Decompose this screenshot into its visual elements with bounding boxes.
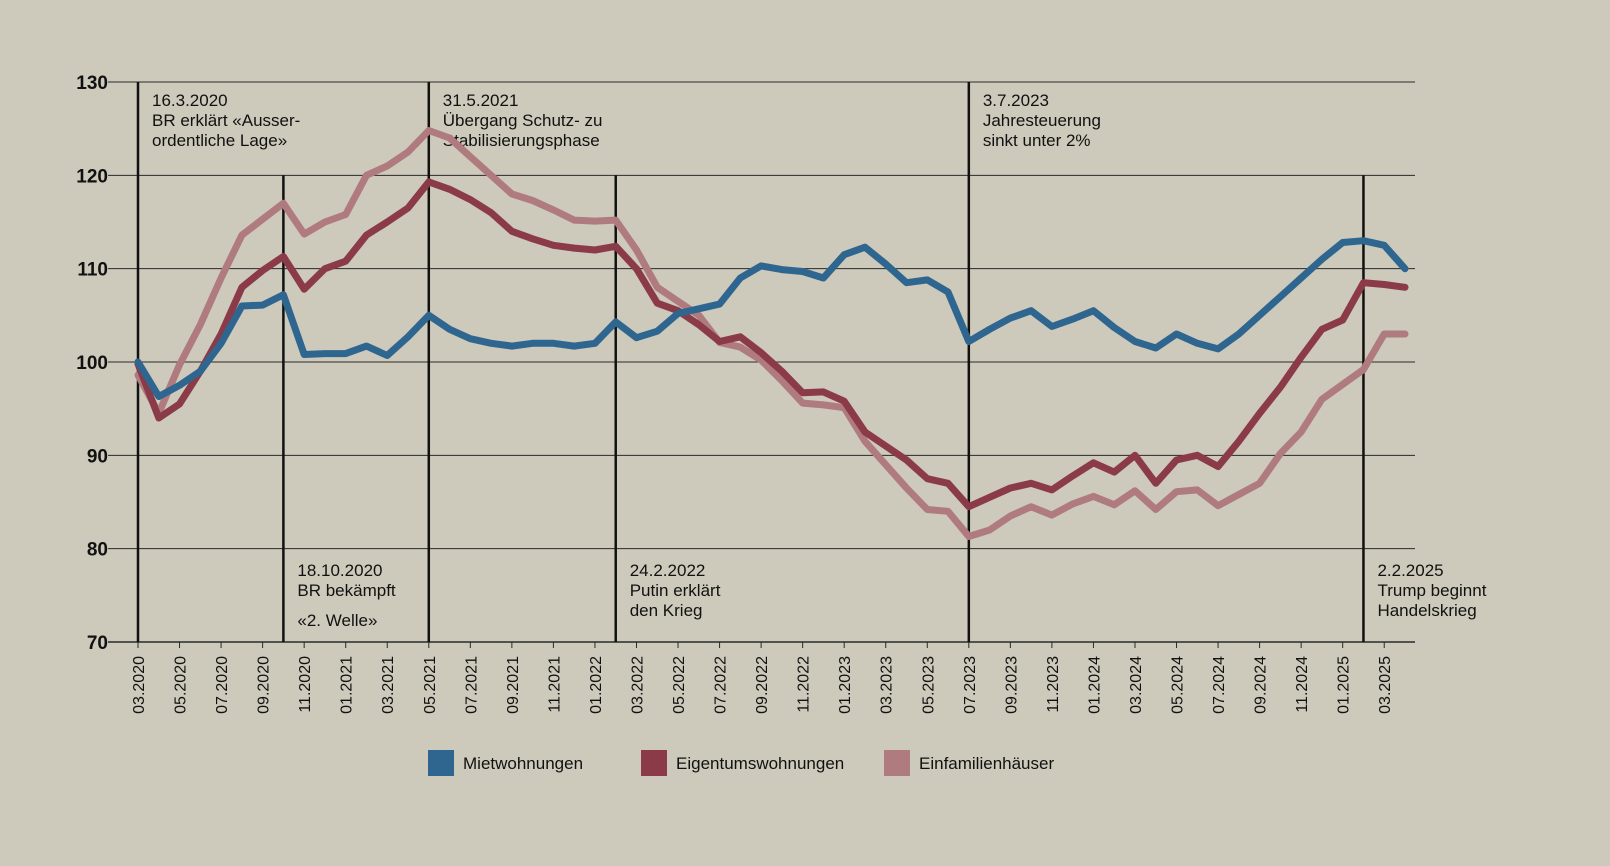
annotation-date: 3.7.2023: [983, 91, 1049, 110]
x-tick-label: 07.2020: [214, 656, 231, 714]
x-tick-label: 09.2022: [754, 656, 771, 714]
x-tick-label: 01.2021: [339, 656, 356, 714]
x-tick-label: 11.2023: [1045, 656, 1062, 713]
series-line: [134, 127, 1409, 540]
x-tick-label: 01.2024: [1086, 656, 1103, 714]
x-tick-label: 05.2020: [173, 656, 190, 714]
x-tick-label: 03.2023: [879, 656, 896, 714]
annotation-text: Handelskrieg: [1377, 601, 1476, 620]
annotation-date: 31.5.2021: [443, 91, 519, 110]
x-tick-label: 05.2024: [1170, 656, 1187, 714]
x-tick-label: 01.2025: [1336, 656, 1353, 714]
x-tick-label: 07.2023: [962, 656, 979, 714]
y-tick-label: 110: [77, 260, 108, 281]
annotation-text: Stabilisierungsphase: [443, 131, 600, 150]
x-tick-label: 03.2020: [131, 656, 148, 714]
x-tick-label: 03.2025: [1377, 656, 1394, 714]
y-tick-label: 90: [87, 446, 108, 467]
annotation-text: sinkt unter 2%: [983, 131, 1091, 150]
annotation-text: Jahresteuerung: [983, 111, 1101, 130]
y-tick-label: 80: [87, 540, 108, 561]
y-tick-label: 130: [76, 73, 108, 94]
x-tick-label: 05.2023: [920, 656, 937, 714]
annotation-text: «2. Welle»: [297, 611, 377, 630]
legend-label: Mietwohnungen: [463, 754, 583, 773]
x-tick-label: 01.2022: [588, 656, 605, 714]
annotation-text: BR erklärt «Ausser-: [152, 111, 300, 130]
legend-swatch: [428, 750, 454, 776]
annotation-text: Übergang Schutz- zu: [443, 111, 603, 130]
legend-swatch: [884, 750, 910, 776]
x-tick-label: 09.2024: [1253, 656, 1270, 714]
annotation-text: ordentliche Lage»: [152, 131, 287, 150]
x-tick-label: 09.2023: [1003, 656, 1020, 714]
x-tick-label: 05.2021: [422, 656, 439, 714]
annotation-date: 2.2.2025: [1377, 561, 1443, 580]
x-tick-label: 07.2022: [713, 656, 730, 714]
legend-label: Eigentumswohnungen: [676, 754, 844, 773]
y-tick-label: 70: [87, 633, 108, 654]
x-tick-label: 09.2020: [256, 656, 273, 714]
x-tick-label: 03.2022: [629, 656, 646, 714]
x-tick-label: 07.2021: [463, 656, 480, 714]
legend-swatch: [641, 750, 667, 776]
annotation-text: Putin erklärt: [630, 581, 721, 600]
y-tick-label: 100: [76, 353, 108, 374]
annotation-text: BR bekämpft: [297, 581, 396, 600]
x-tick-label: 11.2024: [1294, 656, 1311, 713]
annotation-text: Trump beginnt: [1377, 581, 1486, 600]
annotation-date: 24.2.2022: [630, 561, 706, 580]
legend-label: Einfamilienhäuser: [919, 754, 1054, 773]
series-line: [134, 178, 1409, 511]
x-tick-label: 03.2021: [380, 656, 397, 714]
x-tick-label: 07.2024: [1211, 656, 1228, 714]
y-tick-label: 120: [76, 166, 108, 187]
series-line: [134, 237, 1409, 400]
annotation-text: den Krieg: [630, 601, 703, 620]
annotation-date: 18.10.2020: [297, 561, 382, 580]
x-tick-label: 03.2024: [1128, 656, 1145, 714]
annotation-date: 16.3.2020: [152, 91, 228, 110]
x-tick-label: 11.2022: [796, 656, 813, 713]
x-tick-label: 01.2023: [837, 656, 854, 714]
x-tick-label: 11.2020: [297, 656, 314, 713]
x-tick-label: 05.2022: [671, 656, 688, 714]
x-tick-label: 09.2021: [505, 656, 522, 714]
x-tick-label: 11.2021: [546, 656, 563, 713]
